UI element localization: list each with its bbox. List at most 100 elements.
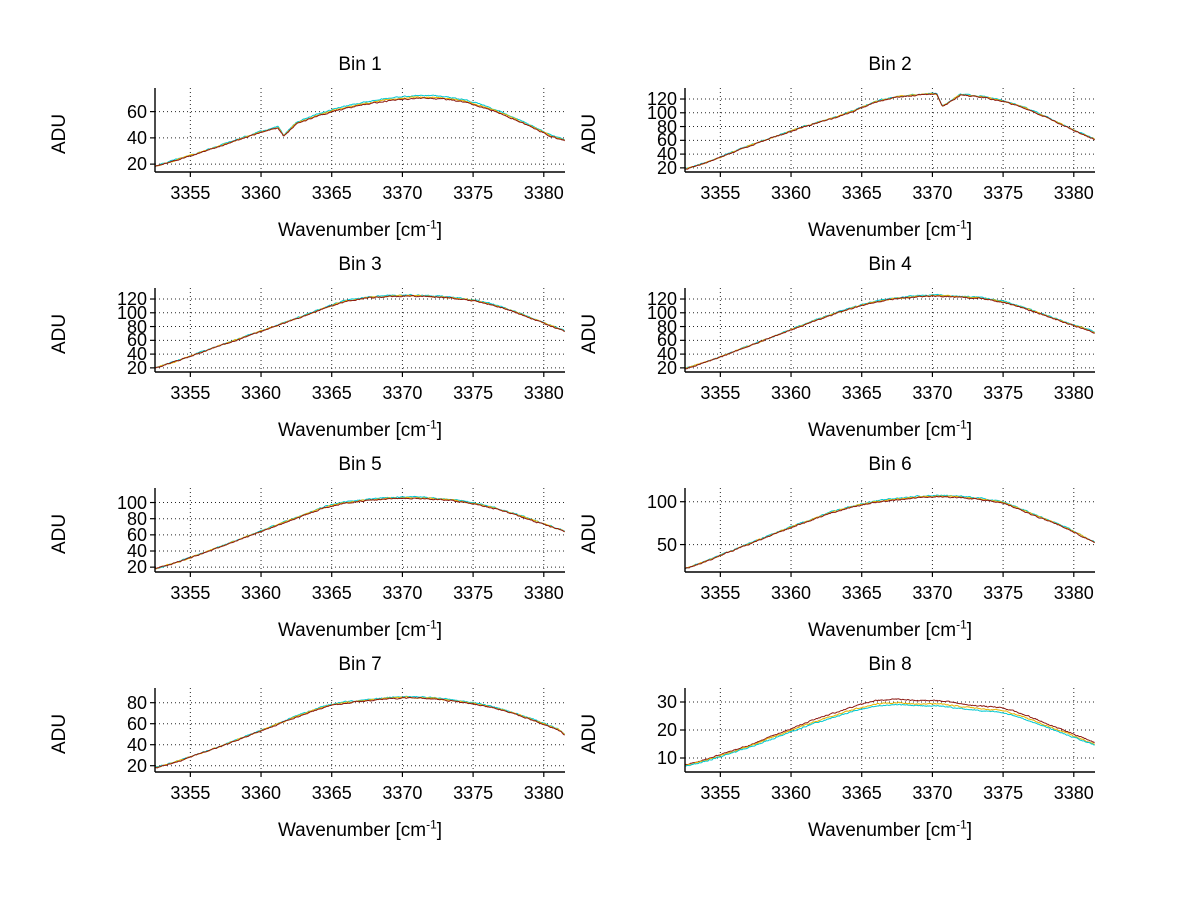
plot-area: [680, 688, 1095, 777]
x-axis-label-exponent: -1: [956, 817, 967, 832]
subplot-panel: Bin 4 ADU 20 40 60 80 100 120 3355 3360 3365 3370 33…: [565, 254, 1135, 478]
x-tick-label: 3360: [771, 183, 812, 203]
y-tick-label: 80: [126, 692, 147, 713]
subplot-panel: Bin 1 ADU 20 40 60 3355 3360 3365 3370 3375 3380 Wa…: [35, 54, 605, 278]
y-tick-label: 60: [126, 330, 147, 351]
data-series-line: [684, 495, 1095, 570]
x-tick-label: 3355: [700, 583, 741, 603]
plot-background: [155, 488, 565, 572]
x-tick-label: 3365: [841, 383, 882, 403]
x-axis-label-exponent: -1: [956, 417, 967, 432]
y-axis-label: ADU: [49, 513, 70, 554]
plot-canvas: [150, 488, 565, 577]
plot-canvas: [680, 688, 1095, 777]
x-tick-label: 3365: [311, 783, 352, 803]
x-tick-label: 3355: [700, 783, 741, 803]
x-tick-label: 3380: [523, 383, 564, 403]
x-axis-label-exponent: -1: [426, 817, 437, 832]
plot-canvas: [150, 88, 565, 177]
plot-background: [155, 88, 565, 172]
plot-canvas: [150, 688, 565, 777]
x-axis-label: Wavenumber [cm-1]: [685, 417, 1095, 442]
x-tick-label: 3370: [382, 383, 423, 403]
x-tick-label: 3355: [700, 383, 741, 403]
data-series-line: [684, 698, 1095, 766]
x-axis-label-exponent: -1: [956, 217, 967, 232]
y-tick-label: 60: [656, 130, 677, 151]
subplot-panel: Bin 3 ADU 20 40 60 80 100 120 3355 3360 3365 3370 33…: [35, 254, 605, 478]
x-axis-label: Wavenumber [cm-1]: [155, 417, 565, 442]
y-tick-label: 80: [126, 316, 147, 337]
y-tick-label: 40: [126, 127, 147, 148]
y-tick-label: 100: [116, 302, 147, 323]
plot-area: [680, 488, 1095, 577]
y-tick-label: 60: [656, 330, 677, 351]
plot-background: [685, 88, 1095, 172]
y-tick-label: 20: [126, 755, 147, 776]
x-axis-label-exponent: -1: [426, 217, 437, 232]
x-tick-label: 3370: [912, 583, 953, 603]
y-tick-label: 20: [126, 557, 147, 578]
y-tick-label: 80: [656, 316, 677, 337]
subplot-panel: Bin 6 ADU 50 100 3355 3360 3365 3370 3375 3380 Wav…: [565, 454, 1135, 678]
x-tick-label: 3365: [311, 383, 352, 403]
x-tick-label: 3375: [453, 783, 494, 803]
x-tick-label: 3355: [170, 183, 211, 203]
x-axis-label-exponent: -1: [426, 417, 437, 432]
x-tick-label: 3360: [241, 583, 282, 603]
x-tick-label: 3380: [1053, 783, 1094, 803]
plot-canvas: [680, 488, 1095, 577]
subplot-title: Bin 7: [338, 654, 382, 675]
subplot-title: Bin 1: [338, 54, 382, 75]
plot-background: [155, 288, 565, 372]
x-tick-label: 3380: [1053, 183, 1094, 203]
data-series-line: [154, 294, 565, 369]
x-tick-label: 3375: [453, 583, 494, 603]
y-tick-label: 20: [656, 720, 677, 740]
subplot-title: Bin 2: [868, 54, 912, 75]
y-tick-label: 80: [656, 116, 677, 137]
x-axis-label-suffix: ]: [966, 620, 973, 641]
x-axis-label: Wavenumber [cm-1]: [685, 617, 1095, 642]
x-tick-label: 3365: [311, 583, 352, 603]
plot-area: [150, 288, 565, 377]
x-axis-label-suffix: ]: [966, 220, 973, 241]
y-axis-label: ADU: [579, 513, 600, 554]
x-tick-label: 3355: [170, 383, 211, 403]
y-tick-label: 100: [646, 102, 677, 123]
x-tick-label: 3375: [983, 583, 1024, 603]
data-series-line: [154, 497, 565, 570]
y-tick-label: 40: [656, 144, 677, 165]
x-tick-label: 3360: [241, 383, 282, 403]
x-axis-label: Wavenumber [cm-1]: [685, 217, 1095, 242]
y-tick-label: 120: [646, 289, 677, 310]
x-axis-label: Wavenumber [cm-1]: [155, 217, 565, 242]
y-tick-label: 60: [126, 101, 147, 122]
subplot-title: Bin 5: [338, 454, 382, 475]
x-axis-label-prefix: Wavenumber [cm: [807, 220, 957, 241]
x-tick-label: 3355: [700, 183, 741, 203]
y-tick-label: 100: [646, 302, 677, 323]
x-axis-label-prefix: Wavenumber [cm: [277, 220, 427, 241]
x-tick-label: 3360: [771, 383, 812, 403]
x-axis-label-suffix: ]: [966, 820, 973, 841]
x-axis-label-exponent: -1: [956, 617, 967, 632]
x-tick-label: 3370: [382, 583, 423, 603]
x-tick-label: 3360: [771, 783, 812, 803]
x-tick-label: 3370: [912, 783, 953, 803]
y-tick-label: 40: [656, 344, 677, 365]
plot-background: [155, 688, 565, 772]
x-axis-label-suffix: ]: [436, 620, 443, 641]
x-axis-label-prefix: Wavenumber [cm: [807, 620, 957, 641]
data-series-line: [684, 295, 1095, 370]
x-tick-label: 3360: [241, 783, 282, 803]
plot-canvas: [680, 88, 1095, 177]
x-axis-label-prefix: Wavenumber [cm: [277, 420, 427, 441]
x-tick-label: 3375: [453, 183, 494, 203]
subplot-title: Bin 4: [868, 254, 912, 275]
x-axis-label-suffix: ]: [436, 420, 443, 441]
y-tick-label: 60: [126, 713, 147, 734]
y-tick-label: 120: [646, 89, 677, 110]
y-tick-label: 120: [116, 289, 147, 310]
y-tick-label: 10: [656, 748, 677, 768]
